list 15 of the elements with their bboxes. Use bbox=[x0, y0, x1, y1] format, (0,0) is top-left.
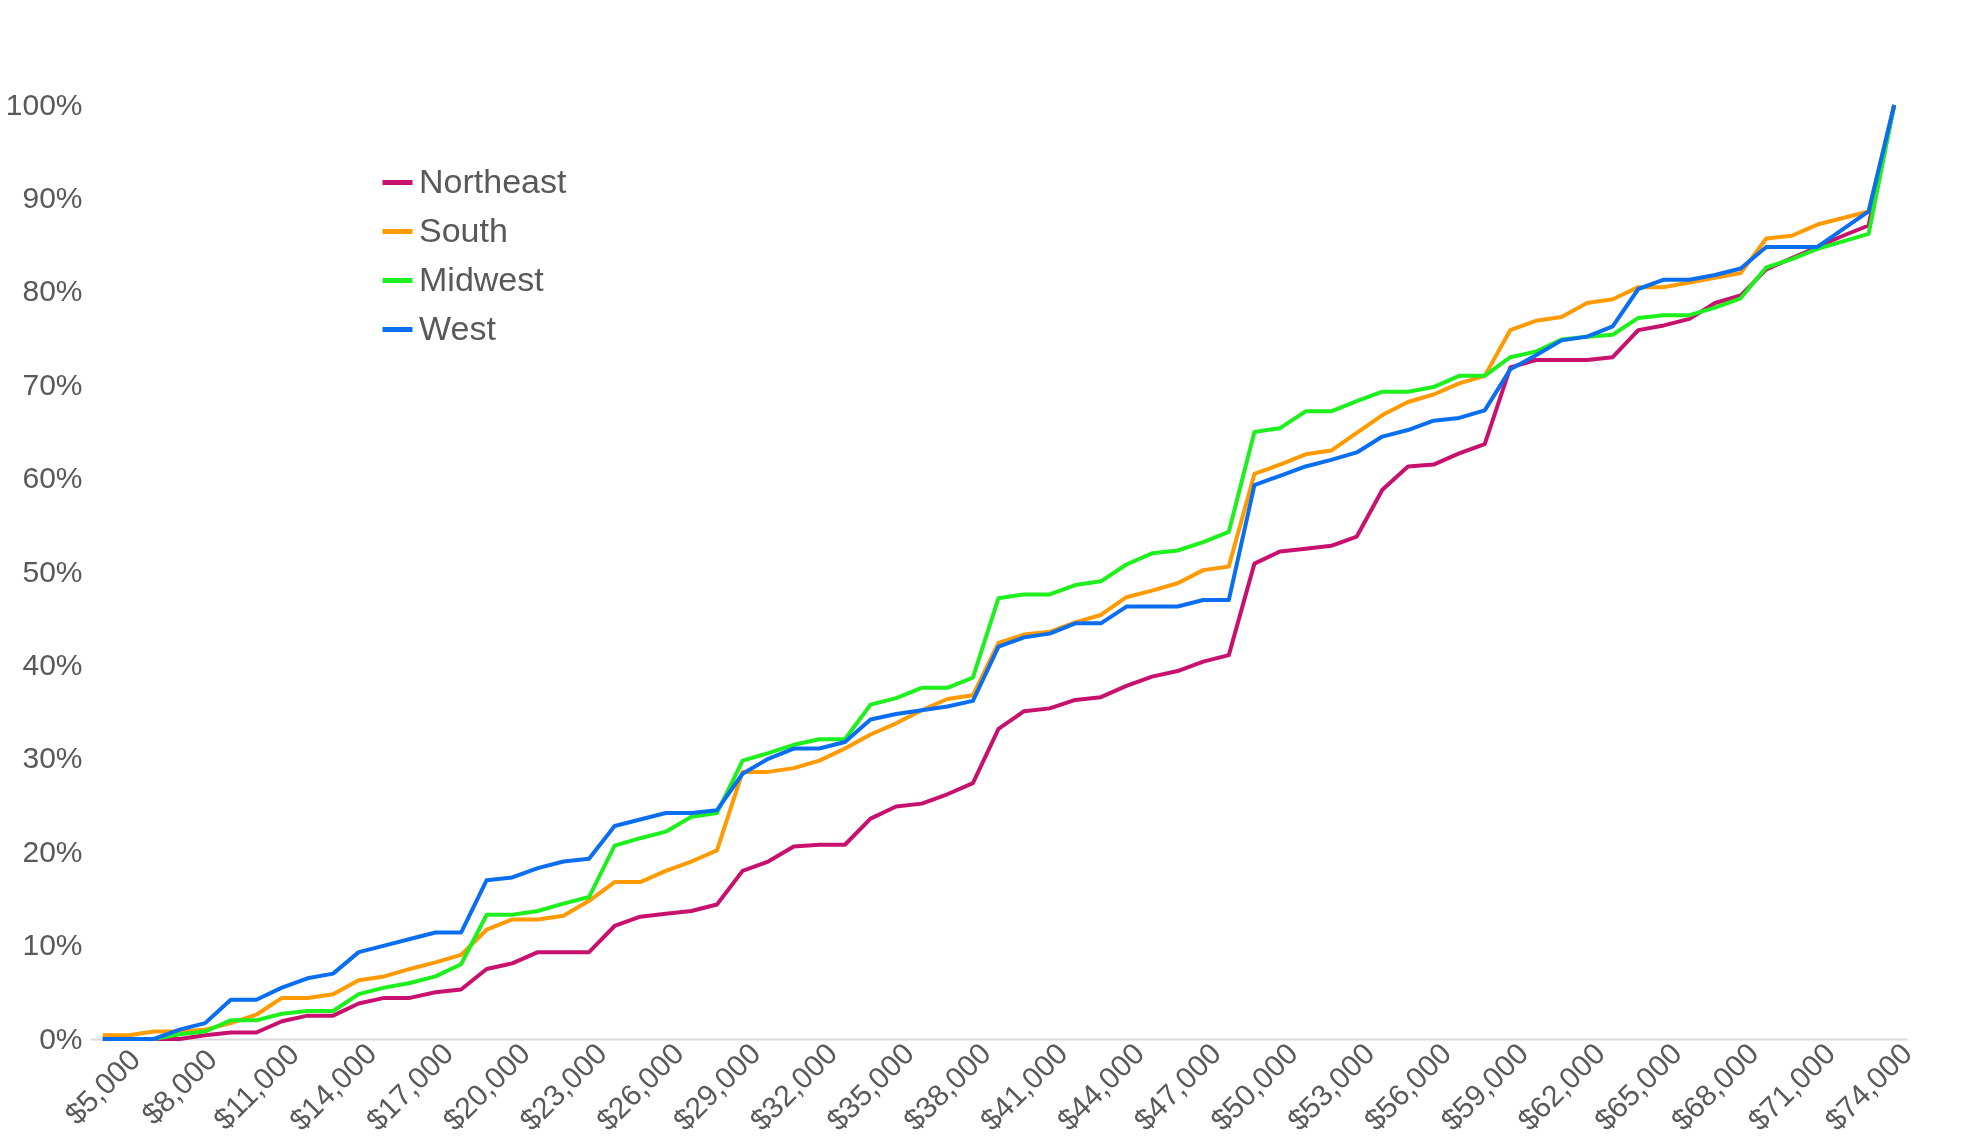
y-tick-label: 70% bbox=[22, 367, 83, 401]
legend-label: West bbox=[419, 308, 497, 347]
y-tick-label: 80% bbox=[22, 274, 83, 308]
y-tick-label: 40% bbox=[22, 647, 83, 681]
legend-label: Midwest bbox=[419, 259, 545, 298]
y-tick-label: 10% bbox=[22, 928, 83, 962]
y-tick-label: 60% bbox=[22, 461, 83, 495]
y-tick-label: 50% bbox=[22, 554, 83, 588]
legend-label: South bbox=[419, 210, 508, 249]
legend-label: Northeast bbox=[419, 161, 567, 200]
y-tick-label: 90% bbox=[22, 180, 83, 214]
y-tick-label: 100% bbox=[5, 87, 83, 121]
y-tick-label: 20% bbox=[22, 834, 83, 868]
y-tick-label: 30% bbox=[22, 741, 83, 775]
y-tick-label: 0% bbox=[39, 1021, 83, 1055]
